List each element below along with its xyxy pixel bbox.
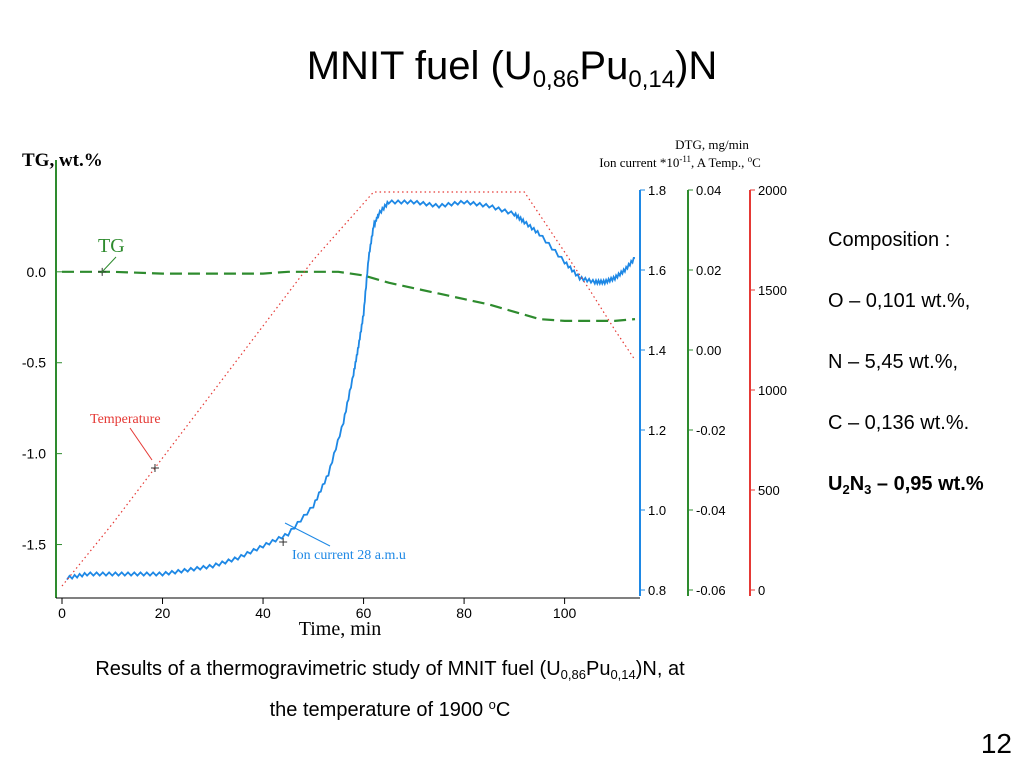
ion-annotation-leader — [284, 522, 331, 547]
temperature-series-line — [61, 191, 636, 587]
dtg-axis-tick-label: 0.02 — [696, 263, 721, 278]
composition-nitrogen: N – 5,45 wt.%, — [828, 351, 959, 373]
composition-oxygen: O – 0,101 wt.%, — [828, 290, 971, 312]
composition-carbon: C – 0,136 wt.%. — [828, 412, 970, 434]
composition-panel: Composition : O – 0,101 wt.%, N – 5,45 w… — [828, 230, 984, 541]
axes-layer: 0.0 -0.5 -1.0 -1.5 0 20 40 60 80 100 1.8 1.6 1.4 1.2 1… — [22, 160, 787, 621]
dtg-axis-tick-label: -0.06 — [696, 583, 726, 598]
ion-marker — [279, 538, 288, 546]
ion-axis-tick-label: 1.6 — [648, 263, 666, 278]
temp-axis-tick-label: 500 — [758, 483, 780, 498]
x-axis-tick-label: 80 — [456, 605, 472, 621]
x-axis-tick-label: 40 — [255, 605, 271, 621]
ion-axis-tick-label: 1.0 — [648, 503, 666, 518]
figure-caption: Results of a thermogravimetric study of … — [95, 658, 685, 721]
temp-axis-tick-label: 1000 — [758, 383, 787, 398]
left-axis-tick-label: -1.5 — [22, 537, 46, 553]
temperature-annotation: Temperature — [90, 412, 161, 427]
temp-axis-tick-label: 1500 — [758, 283, 787, 298]
left-axis-tick-label: -0.5 — [22, 355, 46, 371]
left-axis-title: TG, wt.% — [22, 150, 103, 171]
series-layer — [61, 191, 636, 587]
ion-axis-tick-label: 1.2 — [648, 423, 666, 438]
dtg-axis-tick-label: 0.04 — [696, 183, 721, 198]
x-axis-tick-label: 0 — [58, 605, 66, 621]
ion-annotation: Ion current 28 a.m.u — [292, 548, 406, 563]
dtg-axis-tick-label: -0.02 — [696, 423, 726, 438]
x-axis-title: Time, min — [299, 618, 382, 640]
x-axis-tick-label: 20 — [155, 605, 171, 621]
page-number: 12 — [980, 728, 1012, 759]
tg-series-line — [62, 270, 636, 322]
right-header-line2: Ion current *10-11, A Temp., oC — [599, 154, 761, 170]
chart-background — [0, 130, 800, 650]
slide-title: MNIT fuel (U0,86Pu0,14)N — [306, 44, 718, 93]
ion-axis-tick-label: 1.4 — [648, 343, 666, 358]
dtg-axis-tick-label: -0.04 — [696, 503, 726, 518]
ion-current-series-line — [66, 199, 636, 581]
right-header-line1: DTG, mg/min — [675, 137, 749, 152]
tg-chart: TG, wt.% DTG, mg/min Ion current *10-11,… — [0, 130, 800, 650]
ion-axis-tick-label: 1.8 — [648, 183, 666, 198]
left-axis-tick-label: -1.0 — [22, 446, 46, 462]
composition-heading: Composition : — [828, 229, 951, 251]
x-axis-tick-label: 60 — [356, 605, 372, 621]
x-axis-tick-label: 100 — [553, 605, 577, 621]
tg-annotation: TG — [98, 235, 125, 257]
temperature-annotation-leader — [129, 427, 153, 461]
tg-annotation-leader — [100, 256, 117, 274]
temperature-marker — [150, 464, 159, 472]
composition-u2n3: U2N3 – 0,95 wt.% — [828, 473, 984, 497]
ion-axis-tick-label: 0.8 — [648, 583, 666, 598]
temp-axis-tick-label: 0 — [758, 583, 765, 598]
left-axis-tick-label: 0.0 — [27, 264, 47, 280]
temp-axis-tick-label: 2000 — [758, 183, 787, 198]
dtg-axis-tick-label: 0.00 — [696, 343, 721, 358]
